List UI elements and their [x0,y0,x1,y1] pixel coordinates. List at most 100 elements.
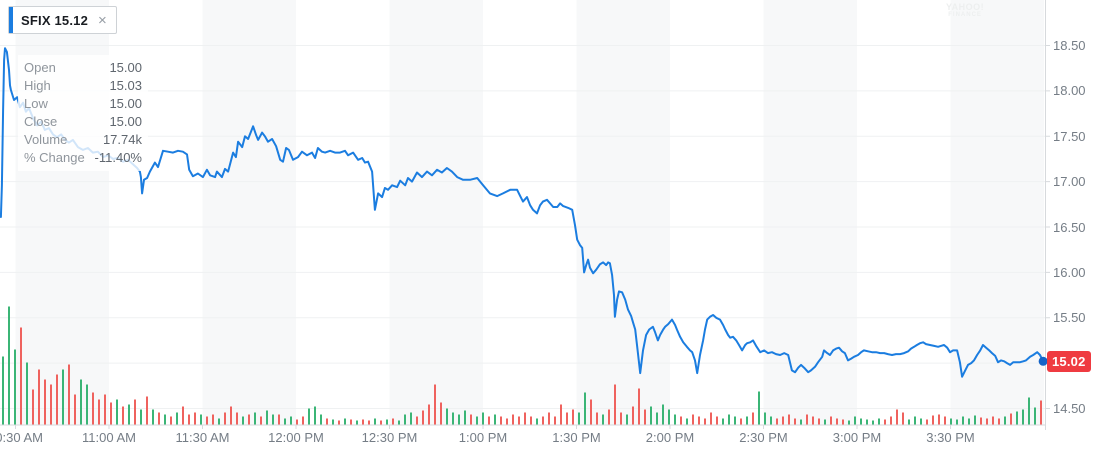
tooltip-row: Close 15.00 [24,113,142,131]
volume-bar-up [1004,416,1006,425]
volume-bar-down [440,402,442,425]
tooltip-value: 15.00 [109,60,142,75]
volume-bar-down [986,418,988,425]
volume-bar-down [890,416,892,425]
volume-bar-up [164,414,166,425]
volume-bar-down [944,416,946,425]
volume-bar-up [446,408,448,425]
volume-bar-down [44,379,46,425]
volume-bar-down [992,416,994,425]
yahoo-finance-watermark: YAHOO! FINANCE [946,3,984,19]
volume-bar-down [806,414,808,425]
volume-bar-down [938,414,940,425]
tooltip-row: % Change -11.40% [24,149,142,167]
volume-bar-down [980,417,982,425]
x-axis-label: 12:30 PM [361,430,418,445]
volume-bar-down [206,416,208,425]
volume-bar-up [80,379,82,425]
ticker-chip[interactable]: SFIX 15.12 × [8,6,117,34]
volume-bar-up [476,416,478,425]
volume-bar-up [1034,407,1036,425]
volume-bar-down [134,399,136,425]
tooltip-row: High 15.03 [24,77,142,95]
ticker-label: SFIX 15.12 [21,12,89,28]
volume-bar-down [530,416,532,425]
watermark-line2: FINANCE [948,12,982,18]
volume-bar-down [614,384,616,425]
volume-bar-up [650,406,652,425]
tooltip-value: 15.03 [109,78,142,93]
background-stripe [576,0,670,425]
last-price-badge: 15.02 [1047,350,1091,372]
volume-bar-down [416,416,418,425]
background-stripe [389,0,483,425]
volume-bar-down [1010,413,1012,425]
volume-bar-up [356,420,358,425]
volume-bar-down [896,409,898,425]
tooltip-value: 15.00 [109,114,142,129]
volume-bar-up [266,410,268,425]
volume-bar-up [1022,409,1024,425]
volume-bar-down [368,420,370,425]
volume-bar-up [758,391,760,425]
volume-bar-down [812,416,814,425]
volume-bar-up [746,416,748,425]
volume-bar-down [710,412,712,425]
x-axis-label: 3:30 PM [926,430,975,445]
volume-bar-up [482,412,484,425]
volume-bar-up [8,306,10,425]
volume-bar-down [524,412,526,425]
volume-bar-up [878,418,880,425]
volume-bar-down [422,410,424,425]
volume-bar-up [410,412,412,425]
volume-bar-up [374,418,376,425]
volume-bar-up [974,415,976,425]
volume-bar-up [332,419,334,425]
volume-bar-down [632,406,634,425]
volume-bar-down [500,416,502,425]
volume-bar-up [956,419,958,425]
volume-bar-down [566,412,568,425]
volume-bar-up [800,419,802,425]
x-axis-label: 2:00 PM [645,430,695,445]
price-line [0,47,1045,378]
volume-bar-up [872,420,874,425]
y-axis-label: 18.50 [1053,38,1086,53]
volume-bar-up [668,409,670,425]
volume-bar-down [506,418,508,425]
volume-bar-down [38,369,40,425]
volume-bar-down [572,409,574,425]
x-axis-label: 1:00 PM [458,430,508,445]
volume-bar-up [728,414,730,425]
volume-bar-up [2,356,4,425]
volume-bar-up [584,392,586,425]
volume-bar-down [338,420,340,425]
volume-bar-down [818,418,820,425]
x-axis-label: 3:00 PM [832,430,882,445]
y-axis-label: 16.00 [1053,264,1086,280]
volume-bar-down [158,412,160,425]
ticker-close-icon[interactable]: × [98,11,107,29]
volume-bar-up [536,418,538,425]
volume-bar-up [860,418,862,425]
volume-bar-up [914,416,916,425]
volume-bar-down [830,416,832,425]
tooltip-label: % Change [24,150,85,165]
volume-bar-up [1016,411,1018,425]
volume-bar-up [452,412,454,425]
y-axis-label: 17.00 [1053,174,1086,190]
volume-bar-down [782,416,784,425]
volume-bar-down [548,412,550,425]
x-axis-label: 12:00 PM [268,430,324,445]
volume-bar-down [740,418,742,425]
volume-bar-down [188,414,190,425]
volume-bar-down [350,419,352,425]
volume-bar-up [140,409,142,425]
tooltip-row: Open 15.00 [24,59,142,77]
volume-bar-up [764,412,766,425]
x-axis-label: 11:00 AM [82,430,136,445]
background-stripe [763,0,857,425]
volume-bar-up [284,418,286,425]
